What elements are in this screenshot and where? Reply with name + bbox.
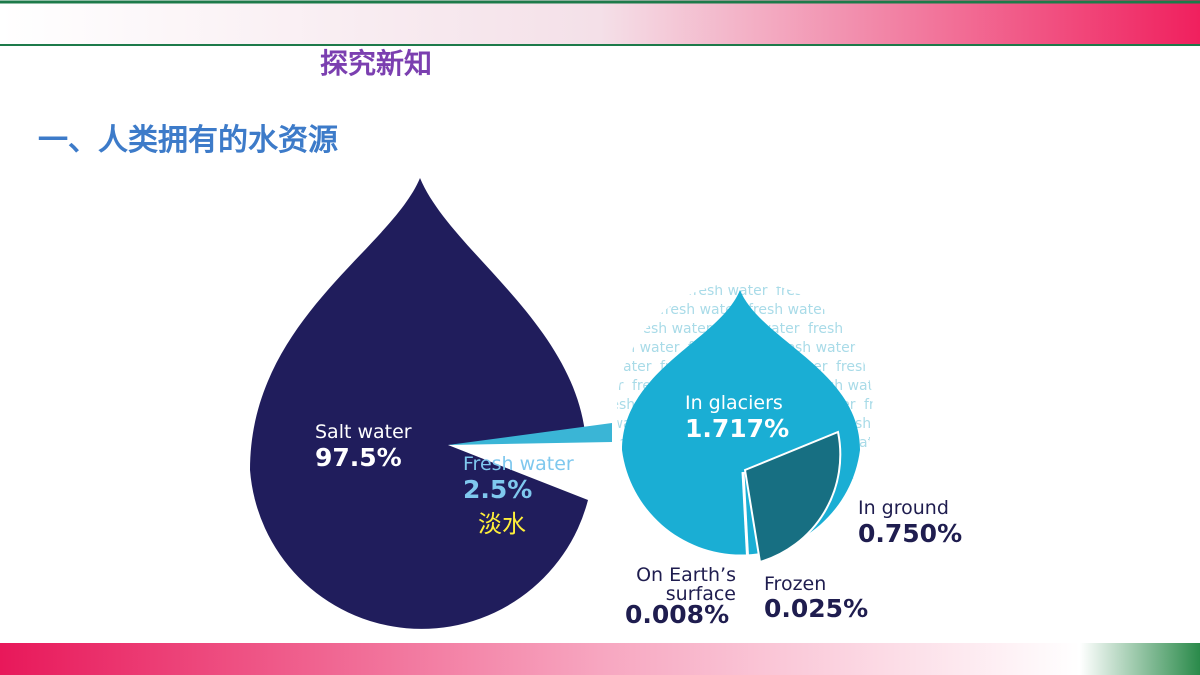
pattern-text: fresh water — [864, 397, 944, 413]
pattern-text: fresh water — [864, 454, 944, 470]
surface-slice — [741, 471, 750, 566]
pattern-text: fresh water — [572, 530, 652, 546]
glaciers-label: In glaciers — [685, 392, 783, 414]
fresh-label: Fresh water — [463, 453, 574, 475]
surface-label: On Earth’s — [636, 564, 736, 586]
fresh-note: 淡水 — [478, 510, 526, 538]
frozen-value: 0.025% — [764, 594, 868, 623]
pattern-text: fresh water — [660, 302, 740, 318]
pattern-text: fresh water — [864, 340, 944, 356]
fresh-value: 2.5% — [463, 475, 532, 504]
pattern-text: fresh water — [544, 378, 624, 394]
frozen-label: Frozen — [764, 573, 826, 595]
pattern-text: fresh water — [572, 302, 652, 318]
pattern-text: fresh water — [808, 321, 888, 337]
surface-label: surface — [666, 583, 736, 605]
ground-label: In ground — [858, 497, 949, 519]
pattern-text: fresh water — [776, 283, 856, 299]
salt-label: Salt water — [315, 421, 412, 443]
salt-value: 97.5% — [315, 443, 402, 472]
ground-wedge — [743, 430, 842, 564]
pattern-text: fresh water — [688, 283, 768, 299]
section-title: 探究新知 — [320, 47, 432, 80]
ground-value: 0.750% — [858, 519, 962, 548]
top-bar — [0, 0, 1200, 44]
surface-value: 0.008% — [625, 600, 729, 629]
pattern-text: fresh water — [600, 340, 680, 356]
pattern-text: fresh water — [836, 302, 916, 318]
pattern-text: fresh water — [600, 283, 680, 299]
pattern-text: fresh water — [572, 359, 652, 375]
pattern-text: fresh water — [748, 302, 828, 318]
slide-title: 一、人类拥有的水资源 — [38, 123, 338, 158]
glaciers-value: 1.717% — [685, 414, 789, 443]
pattern-text: fresh water — [544, 321, 624, 337]
salt-drop — [250, 178, 588, 629]
fresh-wedge — [448, 423, 612, 445]
bottom-bar — [0, 643, 1200, 675]
pattern-text: fresh water — [864, 283, 944, 299]
pattern-text: fresh water — [632, 321, 712, 337]
pattern-text: fresh water — [836, 359, 916, 375]
